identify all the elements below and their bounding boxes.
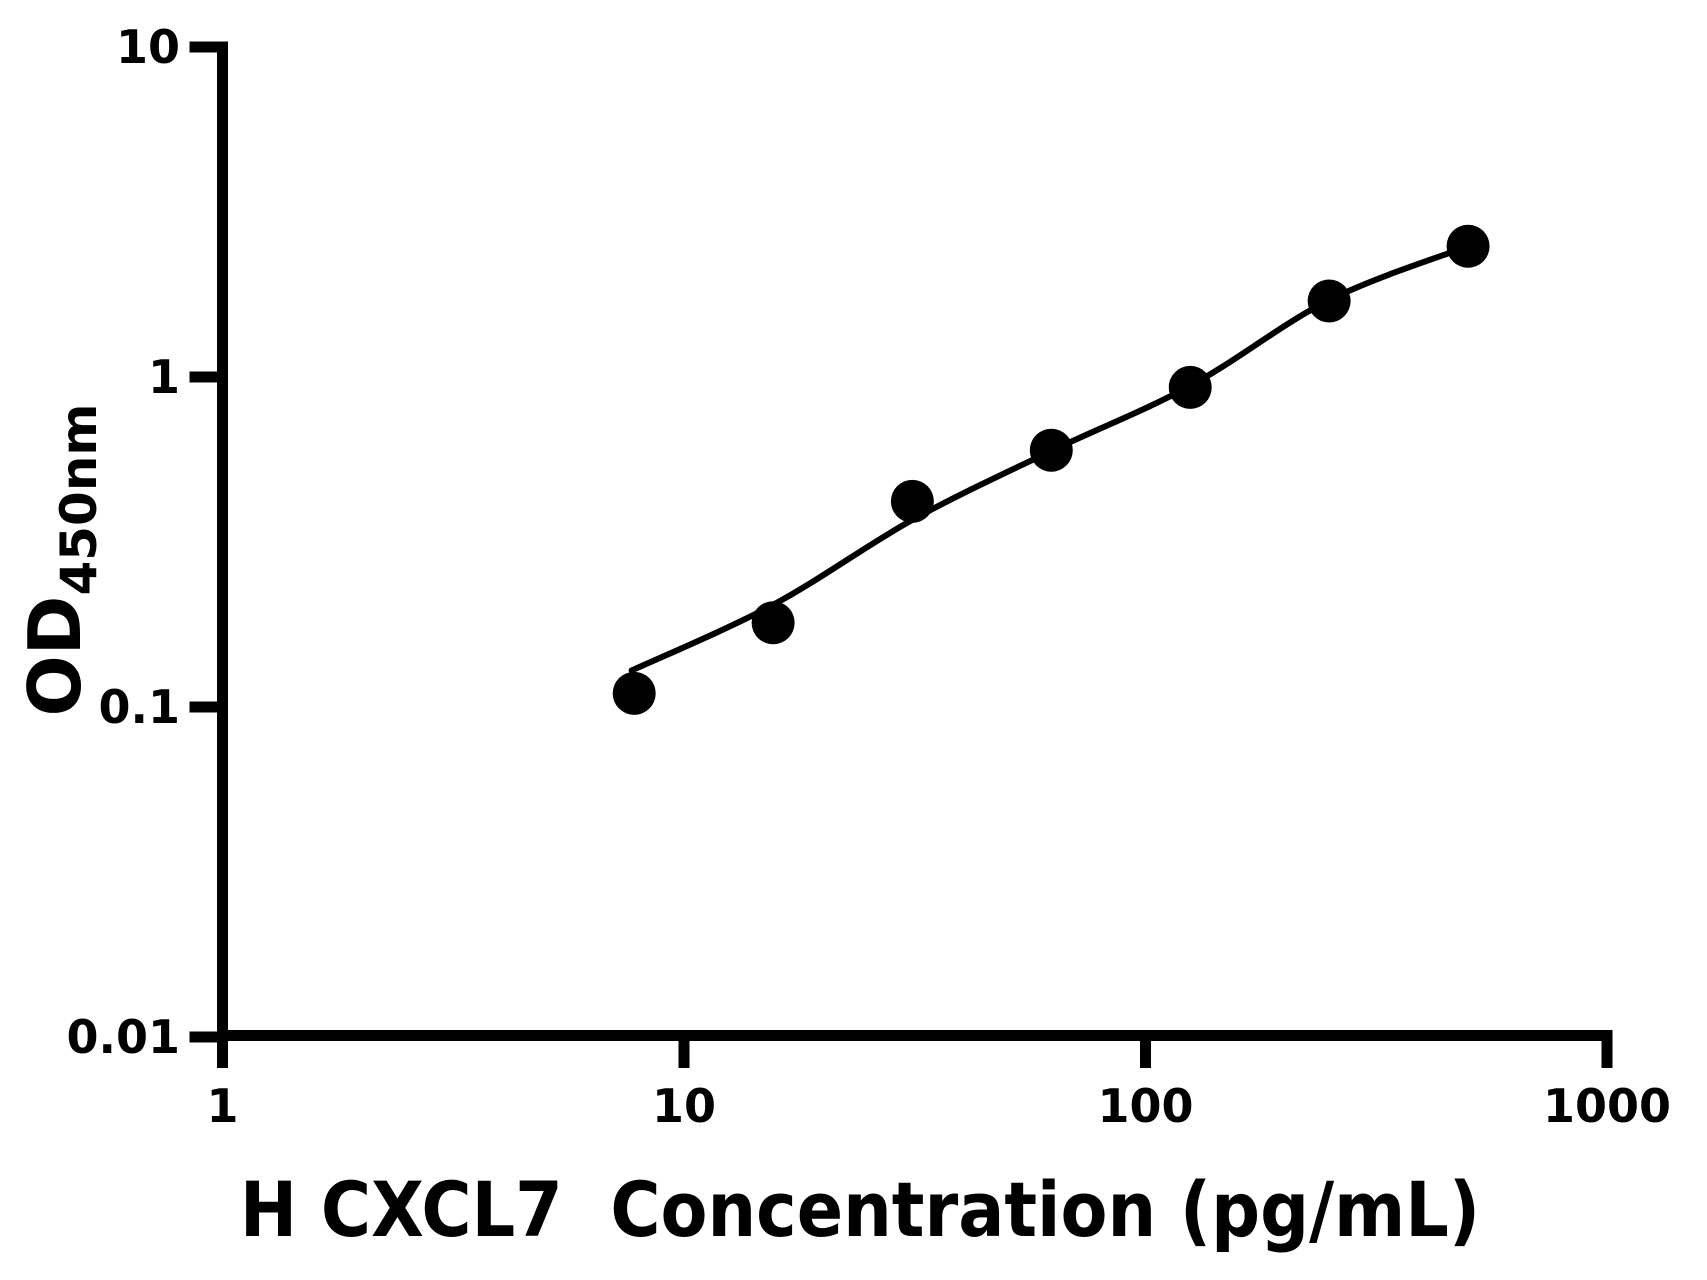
x-tick-label: 100 (1097, 1079, 1193, 1133)
x-axis: 1 10 100 1000 (206, 1039, 1671, 1133)
data-point (890, 479, 934, 523)
x-tick-label: 10 (652, 1079, 716, 1133)
x-tick-label: 1 (206, 1079, 238, 1133)
x-tick-label: 1000 (1543, 1079, 1671, 1133)
y-tick-label: 1 (148, 350, 180, 404)
x-axis-title: H CXCL7 Concentration (pg/mL) (240, 1167, 1480, 1255)
y-axis: 10 1 0.1 0.01 (67, 20, 217, 1064)
data-point (1168, 365, 1212, 409)
data-point (612, 671, 656, 715)
y-axis-title-main: OD (13, 596, 97, 717)
data-point (1446, 224, 1490, 268)
y-tick-label: 0.01 (67, 1010, 181, 1064)
data-point (1307, 279, 1351, 323)
data-points (612, 224, 1490, 715)
data-point (751, 601, 795, 645)
y-axis-title: OD450nm (13, 403, 108, 716)
y-tick-label: 10 (116, 20, 180, 74)
data-point (1029, 428, 1073, 472)
y-tick-label: 0.1 (99, 680, 181, 734)
y-axis-title-subscript: 450nm (50, 403, 108, 595)
axes-spines (217, 41, 1613, 1041)
